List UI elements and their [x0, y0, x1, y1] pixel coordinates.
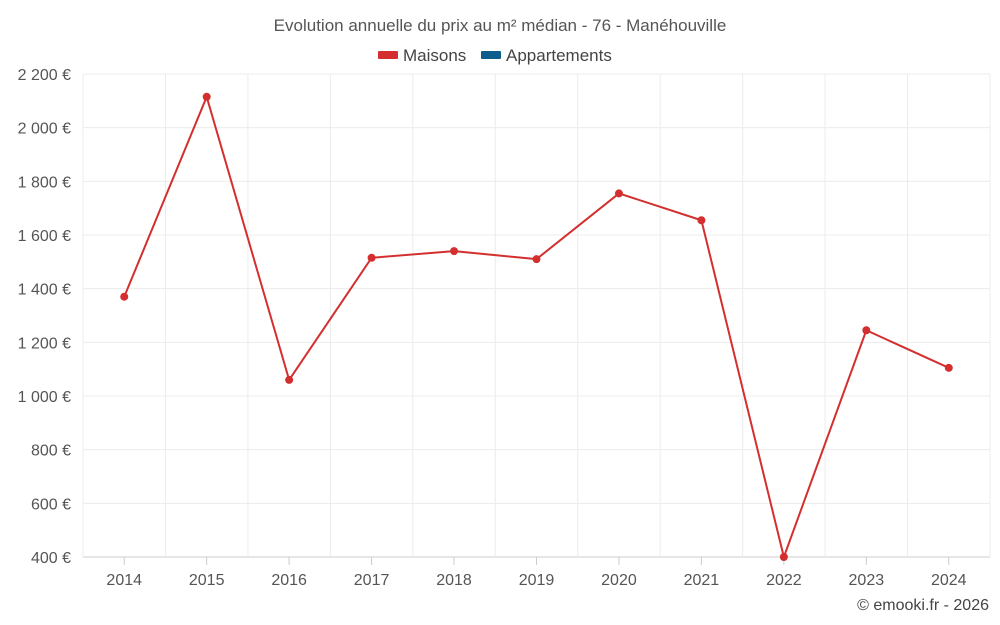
y-tick-label: 400 €	[31, 550, 71, 567]
legend-label-maisons: Maisons	[403, 46, 466, 65]
data-point-maisons-2021[interactable]	[697, 216, 706, 225]
y-tick-label: 1 800 €	[18, 174, 71, 191]
legend-swatch-maisons	[378, 51, 398, 59]
x-tick-label: 2021	[684, 572, 720, 589]
legend-label-appartements: Appartements	[506, 46, 612, 65]
data-point-maisons-2016[interactable]	[285, 375, 294, 384]
axis-layer: 400 € 600 € 800 € 1 000 € 1 200 € 1 400 € 1 60…	[18, 67, 967, 589]
data-point-maisons-2022[interactable]	[779, 553, 788, 561]
y-tick-label: 1 400 €	[18, 282, 71, 299]
y-tick-label: 1 600 €	[18, 228, 71, 245]
x-tick-label: 2017	[354, 572, 390, 589]
data-point-maisons-2023[interactable]	[862, 326, 871, 335]
grid-layer	[82, 73, 991, 558]
data-point-maisons-2019[interactable]	[532, 255, 541, 264]
y-tick-label: 1 000 €	[18, 389, 71, 406]
credit-text: © emooki.fr - 2026	[857, 597, 989, 614]
y-tick-label: 800 €	[31, 443, 71, 460]
x-tick-label: 2020	[601, 572, 637, 589]
legend-item-appartements[interactable]: Appartements	[481, 46, 612, 65]
data-point-maisons-2018[interactable]	[450, 247, 459, 256]
x-tick-label: 2023	[849, 572, 885, 589]
data-point-maisons-2020[interactable]	[614, 189, 623, 198]
y-tick-label: 1 200 €	[18, 335, 71, 352]
x-tick-label: 2019	[519, 572, 555, 589]
y-tick-label: 600 €	[31, 496, 71, 513]
x-tick-label: 2016	[271, 572, 307, 589]
x-tick-label: 2024	[931, 572, 967, 589]
data-point-maisons-2014[interactable]	[120, 292, 129, 301]
x-tick-label: 2014	[106, 572, 142, 589]
x-tick-label: 2022	[766, 572, 802, 589]
legend: Maisons Appartements	[378, 46, 612, 65]
y-tick-label: 2 000 €	[18, 121, 71, 138]
data-point-maisons-2015[interactable]	[202, 92, 211, 101]
legend-item-maisons[interactable]: Maisons	[378, 46, 466, 65]
chart-title: Evolution annuelle du prix au m² médian …	[274, 16, 727, 35]
x-tick-label: 2015	[189, 572, 225, 589]
data-point-maisons-2017[interactable]	[367, 253, 376, 262]
series-layer	[120, 92, 953, 561]
legend-swatch-appartements	[481, 51, 501, 59]
x-tick-label: 2018	[436, 572, 472, 589]
data-point-maisons-2024[interactable]	[944, 363, 953, 372]
y-tick-label: 2 200 €	[18, 67, 71, 84]
